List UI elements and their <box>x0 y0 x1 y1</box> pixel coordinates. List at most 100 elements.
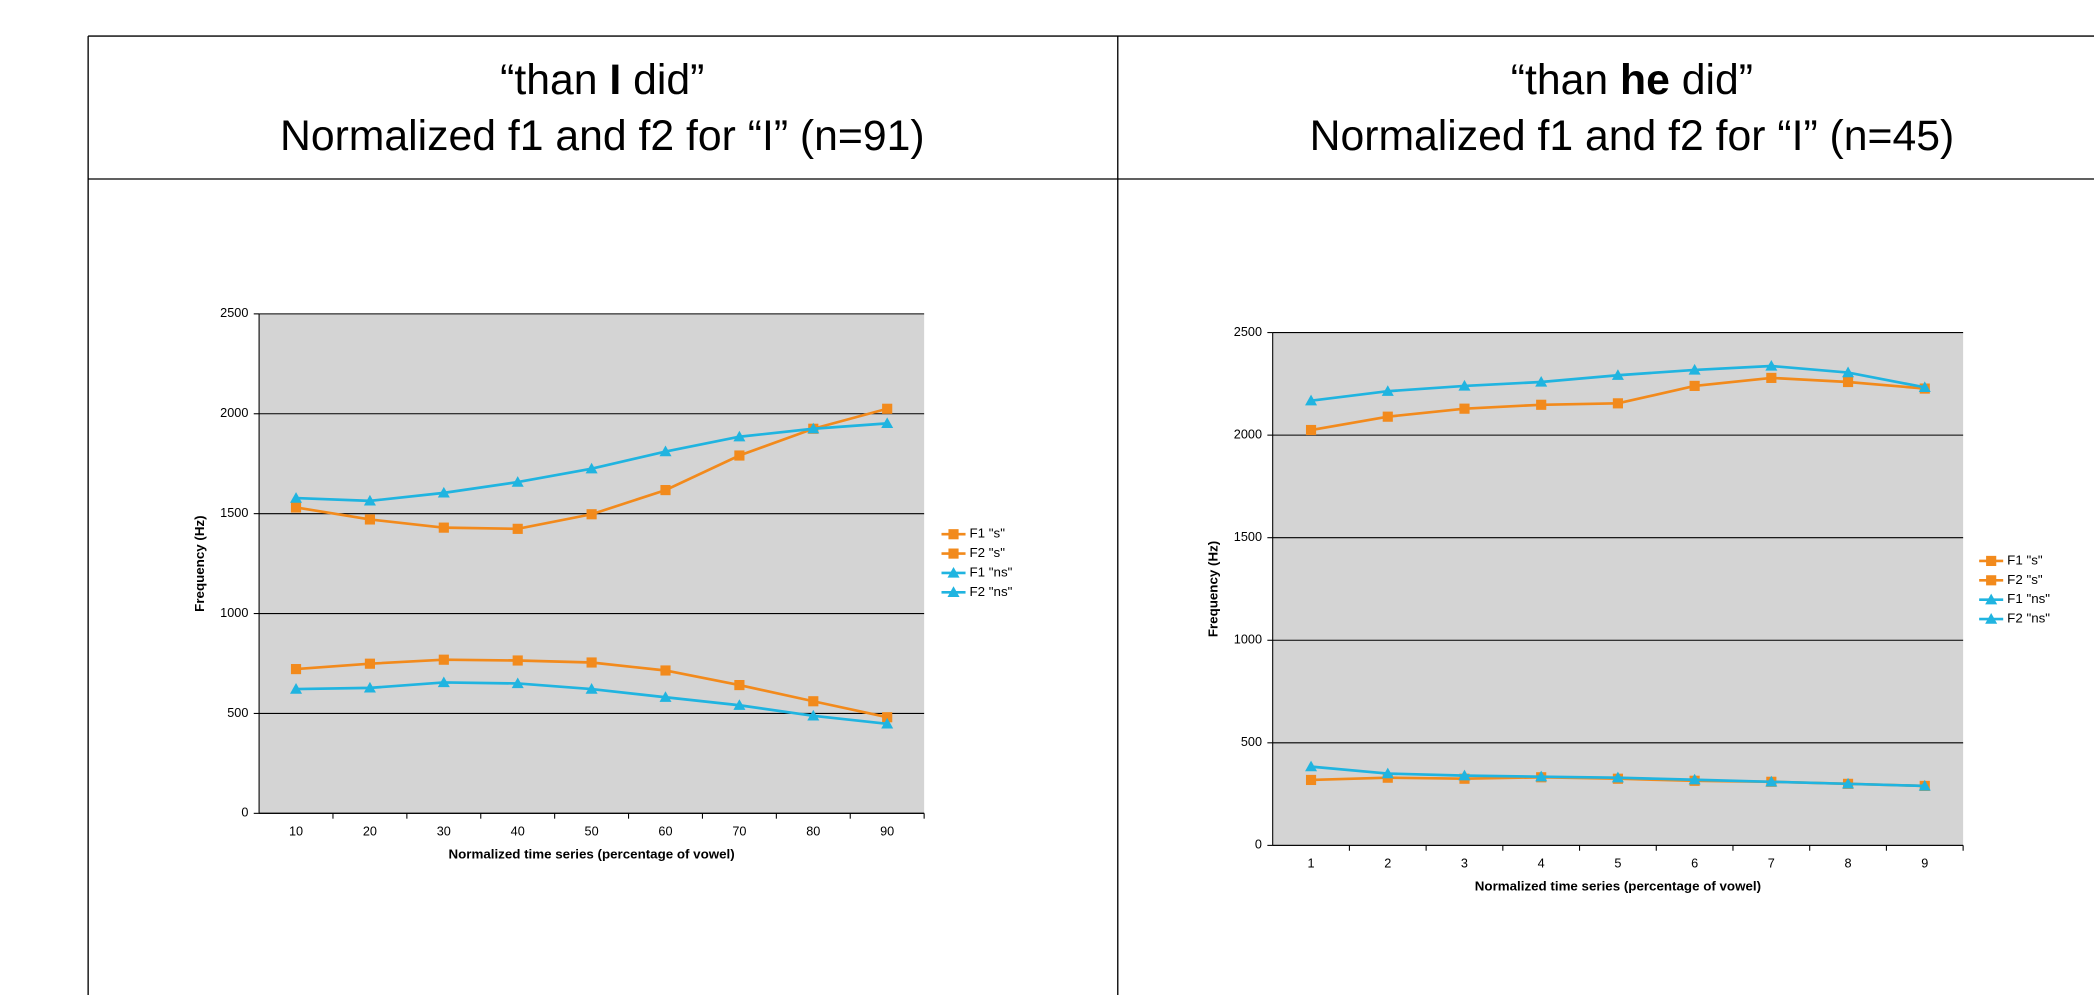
marker <box>1458 769 1471 781</box>
x-axis-label: Normalized time series (percentage of vo… <box>1475 878 1761 893</box>
marker <box>881 417 894 429</box>
y-tick-label: 1000 <box>1234 633 1262 647</box>
marker <box>437 676 450 688</box>
legend-marker <box>1986 555 1997 567</box>
marker <box>511 677 524 689</box>
marker <box>881 717 894 729</box>
marker <box>1765 775 1778 787</box>
marker <box>1611 771 1624 783</box>
legend-label: F1 "ns" <box>2007 591 2050 606</box>
marker <box>1536 399 1547 410</box>
marker <box>808 696 819 707</box>
legend-marker <box>948 548 959 559</box>
marker <box>511 476 524 487</box>
heading-part: I <box>609 56 621 104</box>
legend-label: F2 "ns" <box>970 584 1013 599</box>
heading: “than I did” <box>500 56 704 104</box>
plot-area <box>1272 332 1964 846</box>
marker <box>734 450 745 461</box>
x-tick-label: 5 <box>1614 856 1621 870</box>
legend-marker <box>1985 593 1998 605</box>
y-tick-label: 1000 <box>220 606 248 620</box>
marker <box>364 658 375 669</box>
y-tick-label: 2000 <box>1234 427 1262 441</box>
x-tick-label: 90 <box>880 824 894 838</box>
y-axis-label: Frequency (Hz) <box>192 515 207 611</box>
marker <box>512 655 523 666</box>
marker <box>882 403 893 414</box>
x-tick-label: 1 <box>1308 856 1315 870</box>
legend-marker <box>1986 575 1997 586</box>
marker <box>438 522 449 533</box>
marker <box>1842 376 1854 388</box>
marker <box>586 657 597 668</box>
x-tick-label: 40 <box>511 824 525 838</box>
marker <box>364 514 375 525</box>
marker <box>1612 398 1623 409</box>
y-tick-label: 1500 <box>220 506 248 520</box>
subheading: Normalized f1 and f2 for “I” (n=45) <box>1310 112 1955 160</box>
x-tick-label: 9 <box>1921 856 1928 870</box>
marker <box>1305 394 1318 406</box>
marker <box>659 691 672 702</box>
heading: “than he did” <box>1511 56 1753 104</box>
marker <box>1765 359 1778 371</box>
y-axis-label: Frequency (Hz) <box>1205 541 1220 637</box>
heading-part: he <box>1620 56 1670 104</box>
marker <box>807 709 820 721</box>
marker <box>733 430 746 442</box>
marker <box>1382 411 1393 422</box>
marker <box>1305 424 1317 436</box>
marker <box>1381 385 1394 396</box>
legend-marker <box>1985 613 1998 624</box>
y-tick-label: 1500 <box>1234 530 1262 544</box>
heading-part: did” <box>621 56 704 104</box>
marker <box>512 523 523 534</box>
marker <box>1458 379 1471 391</box>
marker <box>660 485 671 496</box>
x-tick-label: 2 <box>1384 856 1391 870</box>
x-tick-label: 30 <box>437 824 451 838</box>
marker <box>290 492 303 503</box>
marker <box>1842 366 1855 378</box>
y-tick-label: 2500 <box>220 306 248 320</box>
x-tick-label: 20 <box>363 824 377 838</box>
marker <box>1688 363 1701 375</box>
y-tick-label: 500 <box>1241 735 1262 749</box>
marker <box>290 683 303 694</box>
x-tick-label: 7 <box>1768 856 1775 870</box>
x-axis-label: Normalized time series (percentage of vo… <box>448 846 734 861</box>
marker <box>437 486 450 498</box>
x-tick-label: 4 <box>1538 856 1545 870</box>
marker <box>733 699 746 710</box>
subheading: Normalized f1 and f2 for “I” (n=91) <box>280 112 925 160</box>
marker <box>1688 773 1701 785</box>
x-tick-label: 50 <box>585 824 599 838</box>
marker <box>660 665 671 676</box>
y-tick-label: 2500 <box>1234 325 1262 339</box>
marker <box>807 422 820 434</box>
marker <box>363 494 376 506</box>
marker <box>1459 403 1470 414</box>
marker <box>1689 380 1700 391</box>
legend-label: F2 "ns" <box>2007 611 2050 626</box>
marker <box>1842 777 1855 789</box>
x-tick-label: 10 <box>289 824 303 838</box>
y-tick-label: 500 <box>227 706 248 720</box>
x-tick-label: 60 <box>658 824 672 838</box>
marker <box>585 462 598 474</box>
x-tick-label: 80 <box>806 824 820 838</box>
marker <box>438 654 449 665</box>
heading-part: “than <box>1511 56 1620 104</box>
x-tick-label: 8 <box>1845 856 1852 870</box>
marker <box>882 712 893 723</box>
marker <box>363 681 376 693</box>
marker <box>290 502 302 513</box>
marker <box>1918 779 1931 791</box>
marker <box>586 509 597 520</box>
legend-marker <box>947 566 960 578</box>
y-tick-label: 0 <box>241 806 248 820</box>
legend-label: F1 "s" <box>970 526 1006 541</box>
marker <box>1535 770 1548 782</box>
